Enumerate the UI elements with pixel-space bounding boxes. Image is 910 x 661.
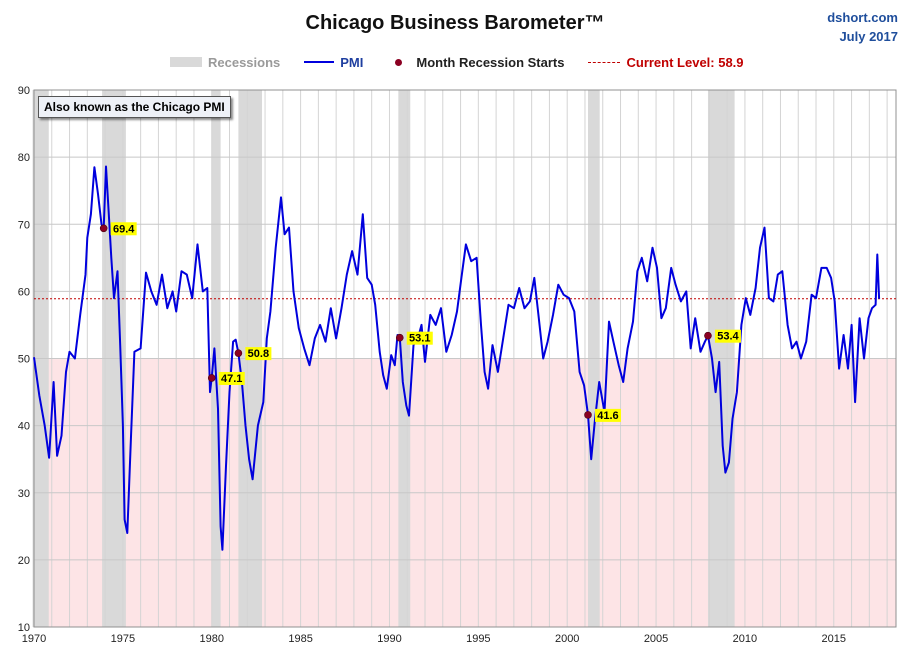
y-tick-label-10: 10 <box>18 622 30 634</box>
recession-start-marker-4 <box>584 411 592 419</box>
marker-label-bg-1 <box>218 371 245 385</box>
y-tick-label-20: 20 <box>18 555 30 567</box>
recession-start-marker-3 <box>395 333 404 342</box>
legend-item-current-level: Current Level: 58.9 <box>588 54 744 70</box>
legend-label-recessions: Recessions <box>208 54 281 70</box>
legend-item-pmi: PMI <box>304 55 363 70</box>
x-tick-label-1985: 1985 <box>288 633 312 645</box>
marker-label-0: 69.4 <box>113 223 135 235</box>
source-credit: dshort.com July 2017 <box>827 8 898 46</box>
x-tick-label-1975: 1975 <box>111 633 135 645</box>
marker-label-bg-5 <box>714 329 741 343</box>
y-tick-label-60: 60 <box>18 286 30 298</box>
legend-item-recession-start: Month Recession Starts <box>387 55 564 70</box>
marker-label-5: 53.4 <box>717 331 739 343</box>
marker-label-4: 41.6 <box>597 410 618 422</box>
x-tick-label-1980: 1980 <box>199 633 223 645</box>
marker-label-bg-0 <box>110 222 137 236</box>
y-tick-label-90: 90 <box>18 85 30 97</box>
x-tick-label-2000: 2000 <box>555 633 579 645</box>
legend-label-pmi: PMI <box>340 54 364 70</box>
marker-label-2: 50.8 <box>248 348 269 360</box>
marker-label-bg-4 <box>594 408 621 422</box>
marker-label-3: 53.1 <box>409 333 430 345</box>
annotation-note: Also known as the Chicago PMI <box>38 96 231 118</box>
recession-start-marker-2 <box>234 349 243 357</box>
marker-swatch <box>395 58 403 66</box>
chart-legend: Recessions PMI Month Recession Starts Cu… <box>170 53 768 71</box>
pmi-series-line <box>33 165 881 551</box>
recession-start-marker-5 <box>704 331 712 340</box>
recession-start-marker-1 <box>207 374 216 382</box>
marker-label-bg-3 <box>406 331 433 345</box>
legend-label-current-level: Current Level: 58.9 <box>626 54 744 70</box>
x-tick-label-2005: 2005 <box>644 633 668 645</box>
chart-title: Chicago Business Barometer™ <box>305 12 605 34</box>
recession-swatch <box>170 57 202 67</box>
y-tick-label-30: 30 <box>18 488 30 500</box>
x-tick-label-2010: 2010 <box>733 633 757 645</box>
x-tick-label-1995: 1995 <box>466 633 490 645</box>
recession-start-marker-0 <box>99 224 108 233</box>
x-tick-label-1970: 1970 <box>22 633 46 645</box>
current-level-swatch <box>588 61 621 63</box>
marker-label-bg-2 <box>245 347 272 361</box>
x-tick-label-1990: 1990 <box>377 633 401 645</box>
y-tick-label-70: 70 <box>18 219 30 231</box>
legend-item-recessions: Recessions <box>170 55 280 70</box>
y-tick-label-80: 80 <box>18 152 30 164</box>
source-date: July 2017 <box>839 29 898 44</box>
pmi-line-swatch <box>304 61 335 63</box>
y-tick-label-40: 40 <box>18 421 30 433</box>
x-tick-label-2015: 2015 <box>822 633 846 645</box>
marker-label-1: 47.1 <box>221 373 242 385</box>
legend-label-recession-start: Month Recession Starts <box>416 54 565 70</box>
source-site: dshort.com <box>827 10 898 25</box>
y-tick-label-50: 50 <box>18 354 30 366</box>
